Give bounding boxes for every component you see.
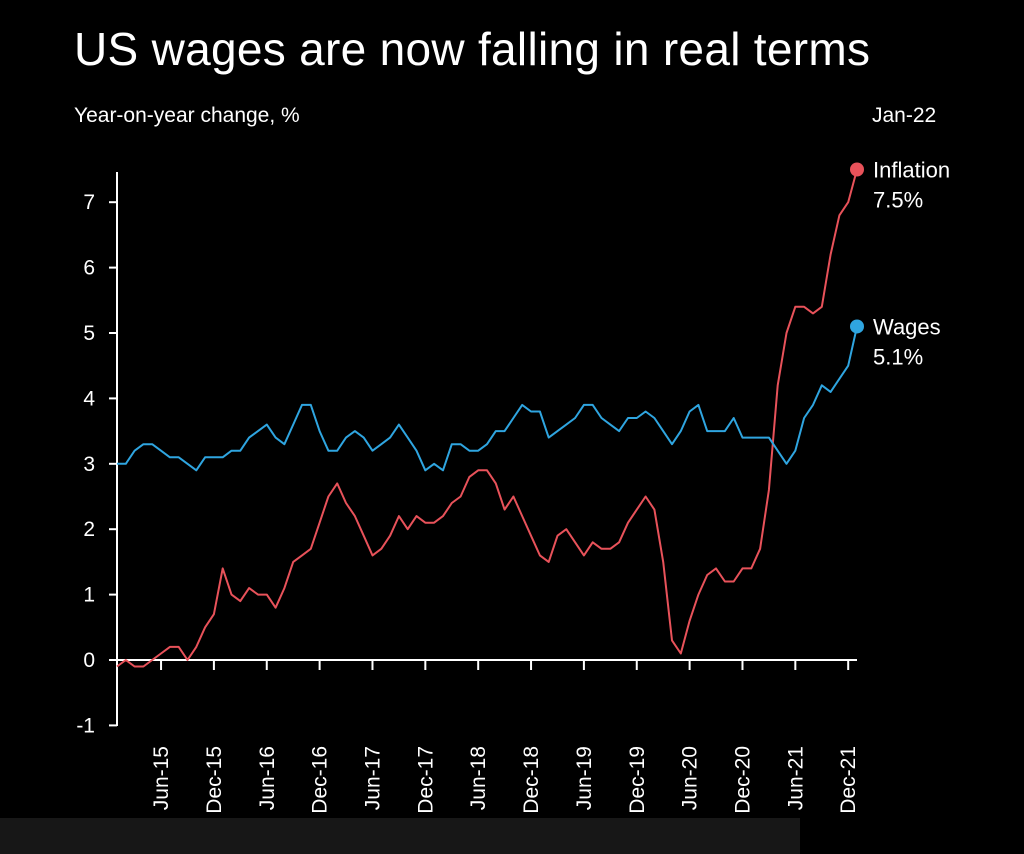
x-tick-label: Dec-19	[626, 746, 649, 814]
y-tick-label: 3	[83, 453, 95, 476]
y-tick-label: 4	[83, 387, 95, 410]
y-tick-label: -1	[76, 714, 95, 737]
x-tick-label: Jun-18	[467, 746, 490, 810]
wages-end-marker	[850, 319, 864, 334]
inflation-end-value: 7.5%	[873, 188, 923, 213]
end-labels-group: Inflation 7.5% Wages 5.1%	[873, 158, 950, 370]
y-tick-label: 7	[83, 191, 95, 214]
x-tick-label: Jun-17	[361, 746, 384, 810]
x-tick-label: Jun-20	[679, 746, 702, 810]
x-tick-label: Jun-21	[784, 746, 807, 810]
x-tick-label: Jun-15	[150, 746, 173, 810]
x-tick-label: Dec-18	[520, 746, 543, 814]
wages-series-line	[117, 326, 858, 472]
inflation-series-name: Inflation	[873, 158, 950, 183]
chart-subtitle: Year-on-year change, %	[74, 104, 300, 127]
x-tick-label: Dec-16	[309, 746, 332, 814]
inflation-series-line	[116, 169, 858, 668]
wages-series-name: Wages	[873, 314, 941, 339]
wages-end-value: 5.1%	[873, 344, 923, 369]
end-markers-group	[850, 162, 864, 334]
x-tick-label: Dec-21	[837, 746, 860, 814]
y-tick-label: 5	[83, 322, 95, 345]
latest-date-label: Jan-22	[872, 104, 937, 127]
axes-group: -1 0 1 2 3 4 5 6 7 Jun-15 Dec-15 Jun-16 Dec-16 Jun-17…	[76, 172, 860, 814]
series-lines-group	[116, 169, 858, 668]
y-tick-label: 0	[83, 649, 95, 672]
y-tick-label: 1	[83, 584, 95, 607]
inflation-end-marker	[850, 162, 864, 177]
x-tick-label: Dec-20	[731, 746, 754, 814]
x-tick-label: Jun-19	[573, 746, 596, 810]
y-tick-label: 6	[83, 257, 95, 280]
x-tick-label: Jun-16	[256, 746, 279, 810]
bottom-overlay-bar	[0, 818, 800, 854]
chart-title: US wages are now falling in real terms	[74, 23, 871, 75]
x-tick-label: Dec-17	[414, 746, 437, 814]
y-tick-label: 2	[83, 518, 95, 541]
x-tick-label: Dec-15	[203, 746, 226, 814]
